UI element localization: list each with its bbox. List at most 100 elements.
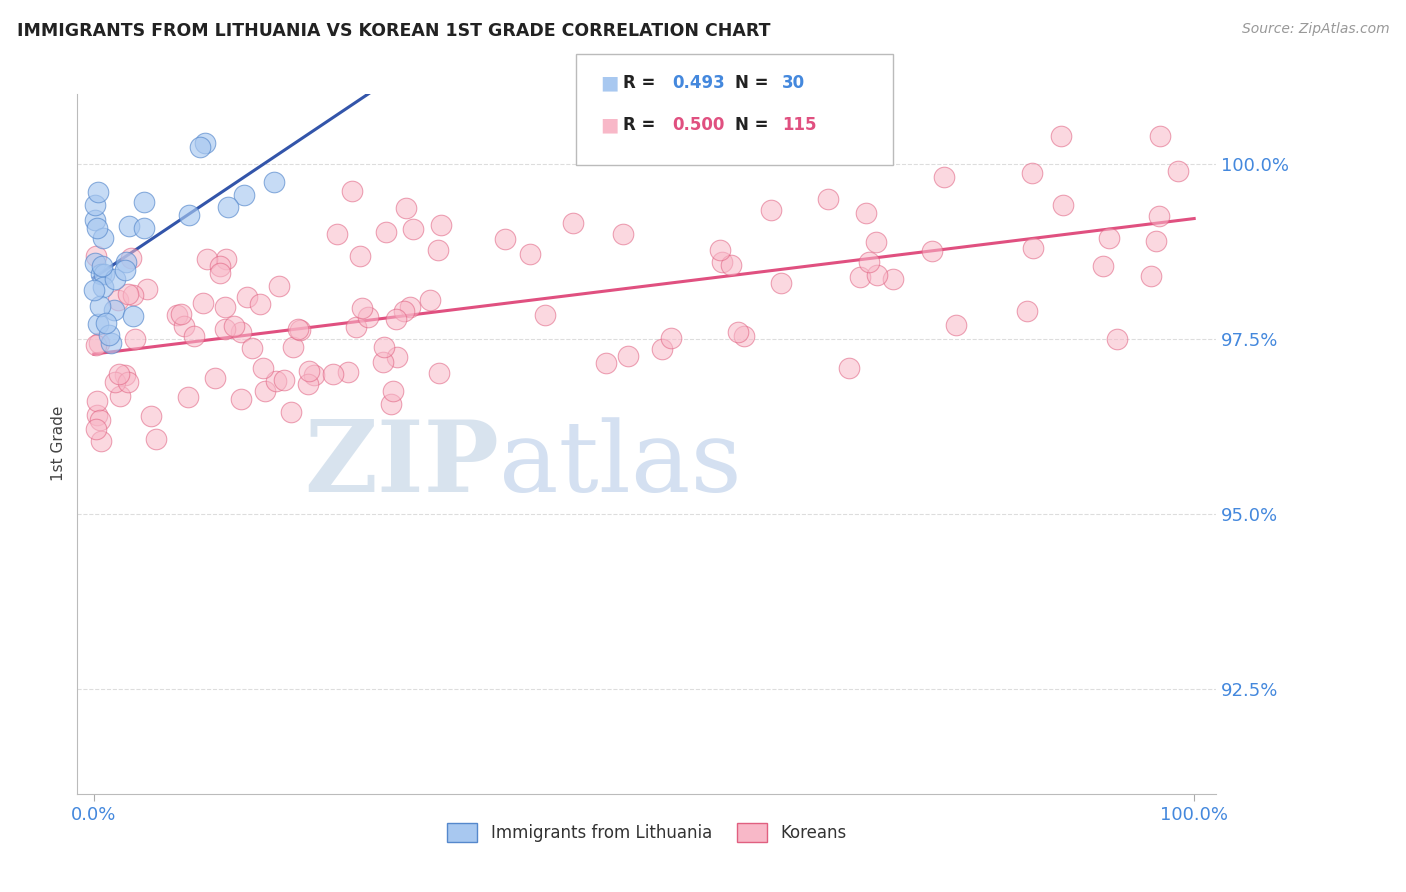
Point bbox=[727, 325, 749, 339]
Text: R =: R = bbox=[623, 74, 661, 92]
Text: Source: ZipAtlas.com: Source: ZipAtlas.com bbox=[1241, 22, 1389, 37]
Point bbox=[280, 404, 302, 418]
Point bbox=[83, 284, 105, 298]
Point bbox=[349, 249, 371, 263]
Point bbox=[107, 293, 129, 307]
Point bbox=[394, 202, 416, 216]
Point bbox=[387, 350, 409, 364]
Point bbox=[114, 255, 136, 269]
Point bbox=[267, 278, 290, 293]
Point bbox=[170, 307, 193, 321]
Point bbox=[103, 302, 125, 317]
Point bbox=[204, 371, 226, 385]
Point bbox=[120, 251, 142, 265]
Text: R =: R = bbox=[623, 116, 661, 134]
Point bbox=[86, 221, 108, 235]
Text: ZIP: ZIP bbox=[304, 417, 499, 513]
Text: IMMIGRANTS FROM LITHUANIA VS KOREAN 1ST GRADE CORRELATION CHART: IMMIGRANTS FROM LITHUANIA VS KOREAN 1ST … bbox=[17, 22, 770, 40]
Point bbox=[302, 368, 325, 383]
Point bbox=[394, 304, 416, 318]
Point bbox=[374, 225, 396, 239]
Point bbox=[761, 202, 783, 217]
Point bbox=[104, 376, 127, 390]
Point bbox=[83, 213, 105, 227]
Point bbox=[104, 272, 127, 286]
Point bbox=[932, 170, 955, 185]
Point bbox=[97, 328, 120, 343]
Point bbox=[252, 360, 274, 375]
Point bbox=[229, 392, 252, 406]
Point bbox=[91, 230, 114, 244]
Text: N =: N = bbox=[735, 74, 775, 92]
Point bbox=[87, 317, 110, 331]
Point bbox=[494, 232, 516, 246]
Point bbox=[254, 384, 277, 398]
Point bbox=[430, 218, 453, 232]
Point bbox=[817, 192, 839, 206]
Text: N =: N = bbox=[735, 116, 775, 134]
Point bbox=[114, 368, 136, 383]
Point bbox=[195, 252, 218, 266]
Point bbox=[519, 247, 541, 261]
Point bbox=[326, 227, 349, 241]
Point bbox=[1144, 235, 1167, 249]
Point bbox=[402, 222, 425, 236]
Point bbox=[855, 206, 877, 220]
Point bbox=[1167, 164, 1189, 178]
Point bbox=[419, 293, 441, 307]
Point bbox=[179, 209, 201, 223]
Point bbox=[858, 254, 880, 268]
Point bbox=[188, 140, 211, 154]
Point bbox=[534, 308, 557, 322]
Point bbox=[1149, 128, 1171, 143]
Point bbox=[100, 336, 122, 351]
Point bbox=[1098, 230, 1121, 244]
Point bbox=[141, 409, 163, 423]
Point bbox=[89, 413, 111, 427]
Text: atlas: atlas bbox=[499, 417, 741, 513]
Point bbox=[83, 198, 105, 212]
Point bbox=[263, 175, 285, 189]
Point bbox=[297, 376, 319, 391]
Point bbox=[322, 367, 344, 381]
Point bbox=[290, 322, 312, 336]
Point bbox=[1022, 241, 1045, 255]
Point bbox=[118, 219, 141, 234]
Point bbox=[117, 375, 139, 389]
Point bbox=[882, 272, 904, 286]
Point bbox=[194, 136, 217, 150]
Point bbox=[427, 366, 450, 380]
Point bbox=[382, 384, 405, 399]
Point bbox=[281, 340, 304, 354]
Point bbox=[1015, 304, 1038, 318]
Point bbox=[849, 270, 872, 285]
Point bbox=[94, 316, 117, 330]
Point bbox=[616, 349, 638, 363]
Point bbox=[709, 243, 731, 257]
Point bbox=[1052, 198, 1074, 212]
Point bbox=[122, 287, 145, 301]
Point bbox=[107, 368, 129, 382]
Point bbox=[1140, 268, 1163, 283]
Point bbox=[214, 300, 236, 314]
Point bbox=[114, 263, 136, 277]
Point bbox=[249, 297, 271, 311]
Point bbox=[177, 390, 200, 404]
Text: 0.493: 0.493 bbox=[672, 74, 725, 92]
Point bbox=[89, 299, 111, 313]
Point bbox=[236, 290, 259, 304]
Point bbox=[231, 325, 253, 339]
Text: 115: 115 bbox=[782, 116, 817, 134]
Point bbox=[117, 286, 139, 301]
Point bbox=[208, 259, 231, 273]
Point bbox=[344, 319, 367, 334]
Point bbox=[337, 365, 360, 379]
Legend: Immigrants from Lithuania, Koreans: Immigrants from Lithuania, Koreans bbox=[440, 816, 853, 848]
Text: ■: ■ bbox=[600, 73, 619, 93]
Point bbox=[214, 322, 236, 336]
Point bbox=[87, 185, 110, 199]
Point bbox=[865, 235, 887, 249]
Point bbox=[866, 268, 889, 282]
Point bbox=[86, 394, 108, 409]
Point bbox=[595, 356, 617, 370]
